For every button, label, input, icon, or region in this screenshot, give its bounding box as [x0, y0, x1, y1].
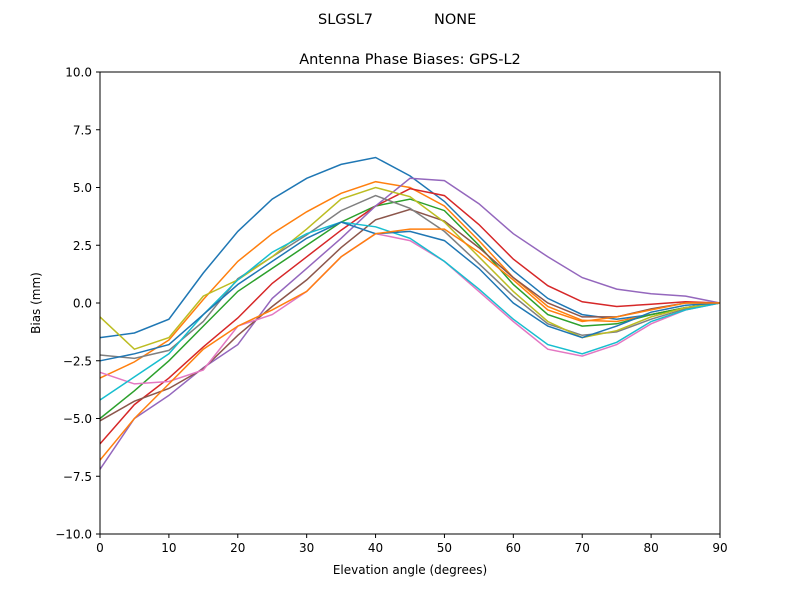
y-tick-label: 2.5 — [73, 239, 92, 253]
plot-frame — [99, 71, 721, 535]
series-line-8 — [99, 186, 721, 351]
y-axis-label: Bias (mm) — [29, 272, 43, 334]
series-line-1 — [99, 180, 721, 379]
y-tick-label: 5.0 — [73, 181, 92, 195]
x-tick-label: 70 — [575, 541, 590, 555]
y-tick-label: −7.5 — [63, 470, 92, 484]
x-tick-label: 90 — [712, 541, 727, 555]
x-tick-label: 30 — [299, 541, 314, 555]
x-tick-label: 80 — [643, 541, 658, 555]
series-line-10 — [99, 221, 721, 362]
x-tick-label: 50 — [437, 541, 452, 555]
series-line-0 — [99, 156, 721, 339]
y-tick-label: 10.0 — [65, 66, 92, 80]
series-line-3 — [99, 187, 721, 445]
y-axis-ticks: −10.0 −7.5 −5.0 −2.5 0.0 2.5 5.0 7.5 10.0 — [55, 66, 100, 542]
y-tick-label: −5.0 — [63, 412, 92, 426]
series-line-2 — [99, 198, 721, 420]
series-line-6 — [99, 232, 721, 385]
y-tick-label: −2.5 — [63, 354, 92, 368]
series-line-4 — [99, 177, 721, 470]
y-tick-label: 0.0 — [73, 297, 92, 311]
x-tick-label: 10 — [161, 541, 176, 555]
y-tick-label: −10.0 — [55, 528, 92, 542]
series-line-11 — [99, 228, 720, 461]
series-line-7 — [99, 194, 721, 360]
x-axis-ticks: 0 10 20 30 40 50 60 70 80 90 — [96, 534, 728, 555]
suptitle-left: SLGSL7 — [318, 12, 373, 28]
series-lines — [99, 156, 721, 470]
x-tick-label: 20 — [230, 541, 245, 555]
x-tick-label: 0 — [96, 541, 104, 555]
x-axis-label: Elevation angle (degrees) — [333, 563, 487, 577]
x-tick-label: 60 — [506, 541, 521, 555]
y-tick-label: 7.5 — [73, 123, 92, 137]
chart-title: Antenna Phase Biases: GPS-L2 — [299, 52, 521, 68]
suptitle-right: NONE — [434, 12, 476, 28]
x-tick-label: 40 — [368, 541, 383, 555]
